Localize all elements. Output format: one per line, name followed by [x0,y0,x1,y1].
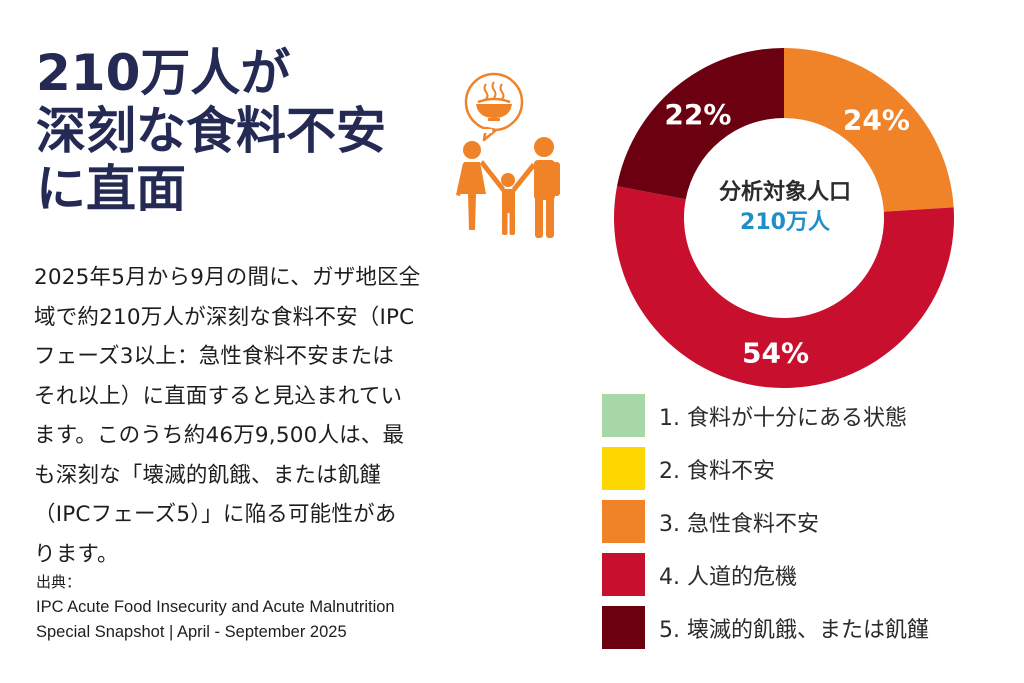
family-icon [456,72,560,238]
legend-swatch [602,606,645,649]
source-line: Special Snapshot | April - September 202… [36,623,347,641]
rice-bowl-icon [464,72,524,142]
legend-label: 5. 壊滅的飢餓、または飢饉 [659,617,929,643]
headline-line-1: 210万人が [36,44,291,102]
body-line: ます。このうち約46万9,500人は、最 [34,423,405,448]
donut-slice [617,48,784,200]
legend-label: 2. 食料不安 [659,458,775,484]
source-citation: 出典： IPC Acute Food Insecurity and Acute … [36,569,516,645]
headline-line-3: に直面 [36,160,186,218]
body-line: も深刻な「壊滅的飢餓、または飢饉 [34,462,382,488]
headline: 210万人が 深刻な食料不安 に直面 [36,44,456,218]
center-label-title: 分析対象人口 [718,180,851,205]
slice-value-label: 22% [664,98,731,131]
body-line: （IPCフェーズ5）」に陥る可能性があ [34,502,397,527]
legend-label: 1. 食料が十分にある状態 [659,405,907,431]
chart-legend: 1. 食料が十分にある状態 2. 食料不安 3. 急性食料不安 4. 人道的危機… [602,394,1012,659]
source-label: 出典： [36,573,82,591]
legend-item: 4. 人道的危機 [602,553,1012,596]
headline-line-2: 深刻な食料不安 [36,102,386,160]
body-line: 域で約210万人が深刻な食料不安（IPC [34,304,415,330]
legend-swatch [602,447,645,490]
legend-swatch [602,553,645,596]
donut-slice [614,186,954,388]
legend-item: 2. 食料不安 [602,447,1012,490]
center-label-value: 210万人 [740,210,830,235]
body-text: 2025年5月から9月の間に、ガザ地区全 域で約210万人が深刻な食料不安（IP… [34,258,520,574]
slice-value-label: 54% [742,337,809,370]
donut-chart: 24% 54% 22% [614,48,954,388]
donut-slice [784,48,954,212]
legend-swatch [602,394,645,437]
body-line: 2025年5月から9月の間に、ガザ地区全 [34,265,421,290]
legend-item: 3. 急性食料不安 [602,500,1012,543]
body-line: フェーズ3以上：急性食料不安または [34,344,395,369]
legend-swatch [602,500,645,543]
legend-item: 1. 食料が十分にある状態 [602,394,1012,437]
legend-label: 3. 急性食料不安 [659,511,819,537]
legend-item: 5. 壊滅的飢餓、または飢饉 [602,606,1012,649]
donut-center-label: 分析対象人口 210万人 [694,178,876,238]
body-line: ります。 [34,541,119,567]
legend-label: 4. 人道的危機 [659,564,797,590]
body-line: それ以上）に直面すると見込まれてい [34,383,403,409]
slice-value-label: 24% [843,104,910,137]
source-line: IPC Acute Food Insecurity and Acute Maln… [36,598,395,616]
